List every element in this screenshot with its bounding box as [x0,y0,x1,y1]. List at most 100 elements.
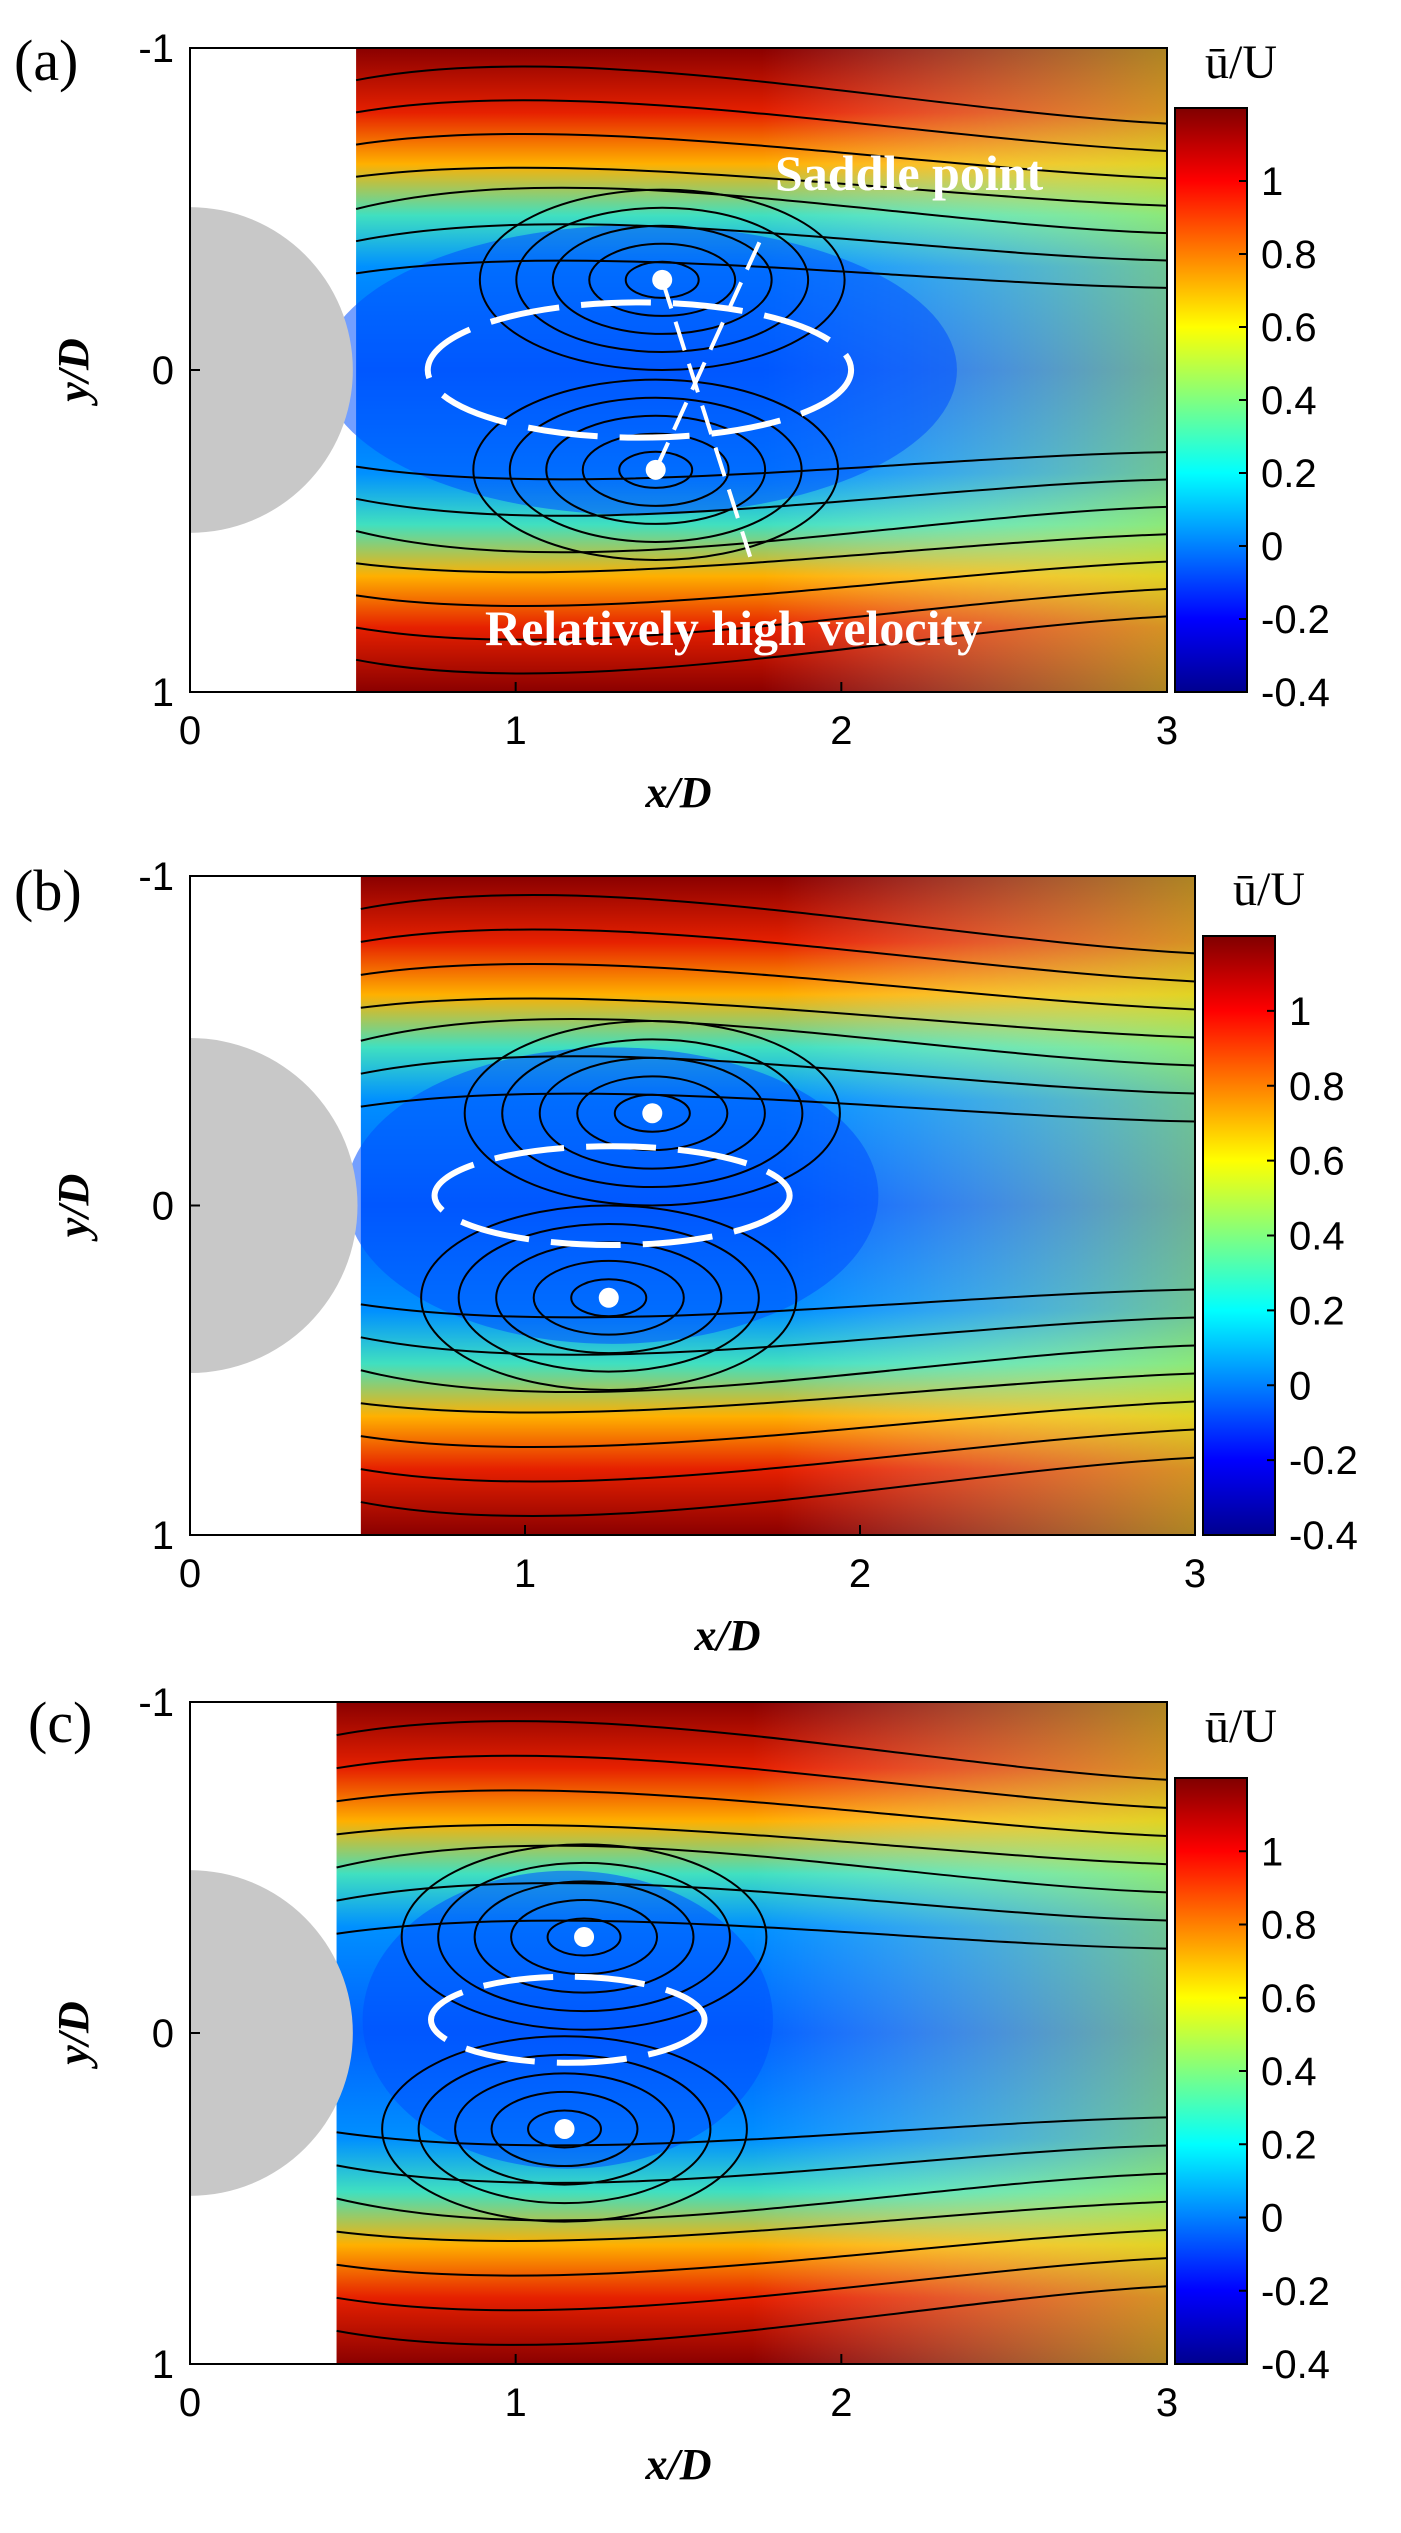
vortex-center-marker [598,1287,619,1308]
colorbar-tick-label: 1 [1261,160,1283,204]
streamline [360,1344,1195,1394]
streamlines [355,65,1167,675]
vortex-streamline [515,206,810,353]
panel-label: (c) [28,1690,92,1755]
streamline [336,2172,1167,2222]
vortex-streamline [463,1019,841,1207]
x-tick-label: 0 [179,2381,201,2425]
vortex-streamline [613,1093,691,1133]
x-axis-title: x/D [645,768,712,817]
streamline [355,478,1167,517]
reverse-flow-ellipse [424,299,855,441]
streamline [355,132,1167,180]
vortex-streamline [457,1222,760,1373]
streamline [355,186,1167,235]
vortex-center-marker [554,2118,575,2139]
vortex-streamline [420,1204,798,1392]
streamline [355,223,1167,262]
x-tick-label: 0 [179,1552,201,1596]
x-tick-label: 1 [505,2381,527,2425]
x-tick-label: 1 [505,709,527,753]
vortex-streamline [508,396,803,543]
y-axis-title: y/D [49,2001,98,2070]
colorbar-tick-label: -0.4 [1261,671,1330,715]
vortex-streamline [532,1259,685,1336]
colorbar-tick-label: -0.2 [1289,1439,1358,1483]
colorbar-tick-label: 0.4 [1289,1215,1345,1259]
velocity-field [345,876,1195,1535]
vortex-streamline [472,378,840,561]
streamline [360,1400,1195,1449]
velocity-field [321,48,1167,692]
streamline [360,962,1195,1011]
colorbar-tick-label: 0.8 [1261,1904,1317,1948]
streamline [336,2285,1167,2346]
colorbar-tick-label: 0.2 [1261,2123,1317,2167]
streamline [355,65,1167,125]
colorbar-title: ū/U [1233,863,1305,916]
x-tick-label: 2 [830,2381,852,2425]
vortex-streamline [527,2109,602,2149]
panel-label: (a) [14,28,78,93]
y-tick-label: -1 [138,855,174,899]
streamline [336,1824,1167,1866]
panel-label: (b) [14,858,82,923]
streamline [336,2144,1167,2184]
velocity-pointer-line [660,279,753,558]
streamline [336,2228,1167,2277]
colorbar-tick-label: 0.6 [1261,306,1317,350]
colorbar-tick-label: 0.6 [1261,1977,1317,2021]
vortex-streamline [417,2053,712,2205]
x-tick-label: 2 [830,709,852,753]
colorbar-scale [1202,935,1276,1536]
vortex-streamline [624,260,700,299]
colorbar-tick-label: -0.4 [1289,1514,1358,1558]
streamline [360,997,1195,1039]
cylinder [190,1870,353,2196]
colorbar-tick-label: 0.2 [1261,452,1317,496]
recirculation-core [345,1047,879,1344]
y-tick-label: 1 [152,2343,174,2387]
colorbar-tick-label: 0.8 [1289,1065,1345,1109]
reverse-flow-ellipse [431,1143,793,1249]
y-tick-label: 1 [152,1514,174,1558]
streamline [360,1372,1195,1414]
annotation-high-velocity: Relatively high velocity [485,600,982,656]
colorbar-tick-label: 0.6 [1289,1140,1345,1184]
streamline [355,560,1167,608]
y-tick-label: 0 [152,349,174,393]
x-tick-label: 2 [849,1552,871,1596]
streamline [336,1789,1167,1838]
x-tick-label: 1 [514,1552,536,1596]
velocity-field [336,1702,1167,2364]
panel-c: 0 1 2 3-101x/Dy/D(c)10.80.60.40.20-0.2-0.4u… [28,1681,1330,2489]
colorbar-tick-label: 0.2 [1289,1289,1345,1333]
colorbar-tick-label: 1 [1261,1830,1283,1874]
colorbar-title: ū/U [1205,36,1277,89]
panel-b: 0 1 2 3-101x/Dy/D(b)10.80.60.40.20-0.2-0.4u… [14,855,1358,1660]
cylinder [190,207,353,533]
streamline [360,1288,1195,1319]
streamline [355,587,1167,641]
colorbar-tick-label: 0.8 [1261,233,1317,277]
streamline [360,1092,1195,1123]
x-tick-label: 3 [1184,1552,1206,1596]
colorbar-title: ū/U [1205,1700,1277,1753]
streamline [355,615,1167,675]
streamline [360,1456,1195,1518]
colorbar-tick-label: -0.2 [1261,598,1330,642]
colorbar: 1 0.8 0.6 0.4 0.2 0 -0.2 -0.4 ū/U [1174,36,1330,715]
vortex-streamline [581,432,730,507]
vortex-streamline [588,242,737,317]
vortex-streamline [490,2090,639,2168]
streamline [336,1844,1167,1894]
streamline [336,1919,1167,1950]
vortex-streamline [545,414,767,525]
streamline [355,533,1167,574]
x-tick-label: 0 [179,709,201,753]
colorbar-tick-label: 0 [1261,525,1283,569]
colorbar-tick-label: -0.2 [1261,2270,1330,2314]
colorbar: 1 0.8 0.6 0.4 0.2 0 -0.2 -0.4 ū/U [1202,863,1358,1558]
vortex-center-marker [642,1103,663,1124]
